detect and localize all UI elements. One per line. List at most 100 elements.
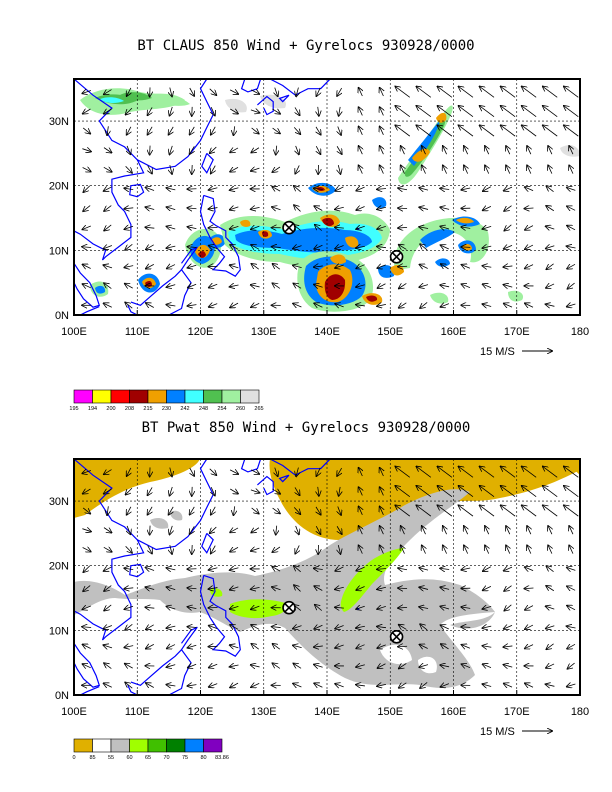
reference-vector-label: 15 M/S (480, 726, 515, 738)
wind-arrow (251, 168, 260, 171)
x-tick-label: 120E (188, 326, 214, 338)
wind-arrow (504, 224, 512, 231)
wind-arrow (104, 187, 112, 191)
generated-layers: 100E 110E 120E 130E 140E 150E 160E 170E 180 0N 10N… (49, 78, 589, 761)
wind-arrow (422, 165, 426, 174)
bottom-frame-group: 100E 110E 120E 130E 140E 150E 160E 170E 180 0N 10N… (49, 458, 589, 738)
y-tick-label: 10N (49, 245, 69, 257)
wind-arrow (104, 283, 112, 289)
wind-arrow (480, 125, 495, 137)
colorbar-label: 215 (143, 406, 152, 412)
wind-arrow (527, 165, 531, 174)
gyre-location-marker (389, 630, 404, 644)
wind-arrow (546, 186, 554, 193)
wind-arrow (314, 568, 323, 569)
wind-arrow (209, 588, 218, 590)
x-tick-label: 110E (125, 326, 150, 338)
wind-arrow (438, 106, 453, 118)
wind-arrow (564, 505, 579, 517)
coastline (80, 306, 100, 315)
wind-arrow (356, 246, 365, 248)
wind-arrow (146, 264, 154, 268)
colorbar-label: 195 (69, 406, 78, 412)
wind-arrow (251, 528, 260, 533)
wind-arrow (146, 187, 155, 190)
wind-arrow (440, 568, 450, 569)
coastline (130, 648, 192, 695)
wind-arrow (187, 208, 197, 209)
wind-arrow (546, 643, 554, 649)
wind-arrow (546, 586, 555, 591)
wind-arrow (124, 188, 134, 189)
wind-arrow (525, 625, 534, 629)
wind-arrow (315, 225, 323, 231)
wind-arrow (125, 682, 133, 689)
wind-arrow (480, 106, 495, 118)
wind-arrow (251, 245, 260, 249)
wind-arrow (338, 506, 341, 515)
wind-arrow (83, 264, 91, 268)
coastline (137, 459, 214, 551)
wind-arrow (272, 587, 281, 590)
wind-arrow (356, 207, 365, 211)
wind-arrow (125, 606, 134, 609)
wind-arrow (441, 245, 449, 249)
wind-arrow (252, 264, 260, 270)
wind-arrow (569, 165, 573, 174)
wind-arrow (501, 467, 516, 478)
wind-arrow (83, 109, 91, 114)
wind-arrow (524, 588, 534, 589)
colorbar-label: 85 (89, 755, 95, 761)
colorbar-swatch (184, 738, 204, 753)
wind-arrow (211, 107, 215, 115)
gyre-cross (284, 222, 294, 233)
wind-arrow (464, 526, 468, 535)
wind-arrow (272, 489, 280, 494)
wind-arrow (190, 467, 194, 476)
wind-arrow (380, 107, 384, 116)
wind-arrow (124, 588, 134, 589)
wind-arrow (501, 106, 516, 118)
x-tick-label: 170E (504, 706, 530, 718)
wind-arrow (440, 587, 450, 589)
wind-arrow (275, 87, 278, 97)
wind-arrow (380, 468, 384, 477)
wind-arrow (398, 607, 408, 608)
wind-arrow (377, 587, 386, 589)
wind-arrow (146, 625, 154, 630)
wind-arrow (377, 207, 386, 209)
wind-arrow (148, 545, 152, 554)
wind-arrow (230, 645, 239, 648)
wind-arrow (103, 547, 112, 551)
wind-arrow (419, 188, 429, 190)
wind-arrow (356, 645, 365, 649)
wind-arrow (335, 304, 344, 307)
wind-arrow (525, 567, 534, 571)
wind-arrow (251, 625, 260, 629)
wind-arrow (398, 588, 408, 589)
wind-arrow (440, 207, 450, 209)
wind-arrow (564, 87, 579, 98)
wind-arrow (416, 125, 432, 137)
wind-arrow (103, 147, 111, 153)
wind-arrow (419, 207, 429, 209)
wind-arrow (272, 247, 281, 248)
wind-arrow (419, 665, 429, 668)
wind-arrow (252, 644, 260, 650)
wind-arrow (293, 626, 302, 629)
wind-arrow (230, 606, 239, 609)
wind-arrow (272, 567, 281, 571)
wind-arrow (440, 188, 450, 189)
wind-arrow (170, 165, 172, 174)
colorbar-label: 230 (162, 406, 171, 412)
wind-arrow (104, 245, 113, 248)
wind-arrow (251, 303, 260, 307)
wind-arrow (438, 87, 453, 98)
wind-arrow (548, 165, 552, 174)
wind-arrow (522, 106, 537, 118)
wind-arrow (188, 607, 197, 609)
wind-arrow (506, 526, 510, 535)
wind-arrow (82, 127, 90, 134)
wind-arrow (504, 625, 513, 629)
wind-arrow (501, 486, 516, 498)
